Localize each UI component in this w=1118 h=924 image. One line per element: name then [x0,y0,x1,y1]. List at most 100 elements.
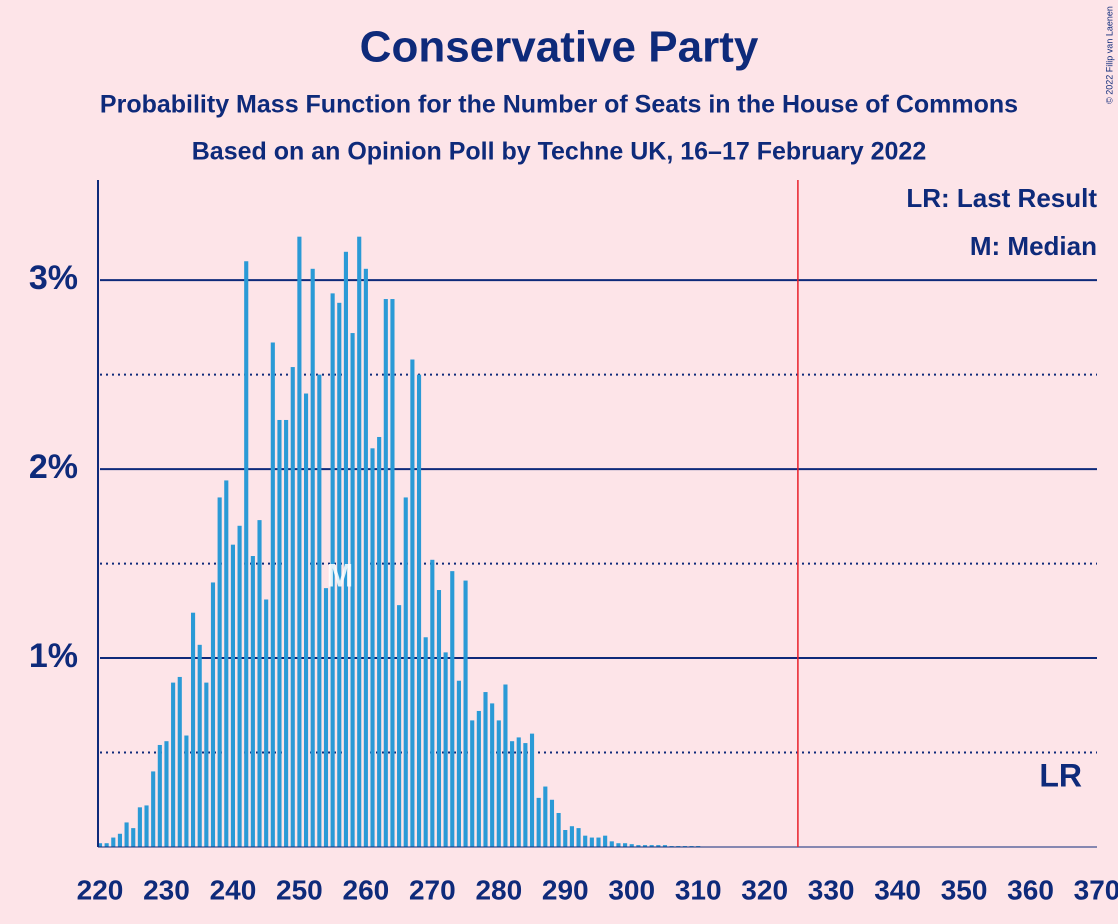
bar [549,799,555,847]
bar [137,807,142,847]
bar [237,525,242,847]
y-tick-label: 2% [29,448,78,486]
bar [204,682,209,847]
bar [496,720,501,847]
bar [144,805,149,847]
legend-entry: M: Median [970,231,1097,261]
bar [337,302,342,847]
bar [436,590,442,847]
bar [377,436,382,847]
bar [277,419,282,847]
bar [117,833,123,847]
bar [483,692,488,847]
bar [357,236,362,847]
bar [443,652,448,847]
bar [642,845,648,847]
bar [596,837,601,847]
bar [171,682,176,847]
bar [151,771,156,847]
bar [616,843,621,847]
bar [164,741,169,847]
bar [370,448,375,847]
bar [343,251,348,847]
bar [217,497,222,847]
last-result-label: LR [1039,757,1082,793]
x-tick-label: 310 [675,874,722,905]
bar [543,786,548,847]
bar [303,393,309,847]
x-tick-label: 260 [343,874,390,905]
bar [157,744,162,847]
bar [403,497,408,847]
bar [184,735,189,847]
bar [410,359,415,847]
x-tick-label: 330 [808,874,855,905]
bar [290,367,295,847]
bar [490,703,495,847]
bar [363,268,368,847]
bar [563,829,568,847]
bar [430,559,435,847]
bar [623,843,628,847]
bar [569,826,574,847]
bar [250,556,255,847]
bar [350,333,355,847]
y-tick-label: 1% [29,637,78,675]
bar [177,676,182,847]
bar [463,580,468,847]
bar [323,588,329,847]
bar [111,837,116,847]
bar [190,612,196,847]
x-tick-label: 220 [77,874,124,905]
bar [456,680,461,847]
bar [523,743,528,847]
bar [124,822,129,847]
x-tick-label: 230 [143,874,190,905]
bar [416,374,422,847]
bar [450,571,455,847]
x-tick-label: 250 [276,874,323,905]
bar [603,835,608,847]
bar [197,644,202,847]
x-tick-label: 280 [475,874,522,905]
bar [556,812,561,847]
bar [516,737,521,847]
x-tick-label: 320 [741,874,788,905]
bar [529,733,535,847]
bar [629,844,634,847]
bar [636,845,641,847]
bar [576,828,581,847]
bar [662,845,668,847]
bar [317,374,322,847]
bar [536,797,541,847]
x-tick-label: 290 [542,874,589,905]
bar [104,843,109,847]
bar [470,720,475,847]
bar [97,843,103,847]
x-tick-label: 300 [608,874,655,905]
y-tick-label: 3% [29,259,78,297]
bar [397,605,402,847]
bar [383,299,388,847]
bar [656,845,661,847]
chart-subtitle: Probability Mass Function for the Number… [100,91,1018,119]
legend-entry: LR: Last Result [906,183,1097,213]
bar [390,299,395,847]
bar [583,835,588,847]
bar [297,236,302,847]
x-tick-label: 360 [1007,874,1054,905]
median-label: M [327,557,354,593]
bar [310,268,315,847]
bar [649,845,654,847]
bar [503,684,508,847]
bar [609,841,614,847]
bar [264,599,269,847]
bar [224,480,229,847]
x-tick-label: 350 [941,874,988,905]
bar [284,419,289,847]
x-tick-label: 270 [409,874,456,905]
bar [131,828,136,847]
copyright: © 2022 Filip van Laenen [1104,6,1114,104]
bar [589,837,594,847]
